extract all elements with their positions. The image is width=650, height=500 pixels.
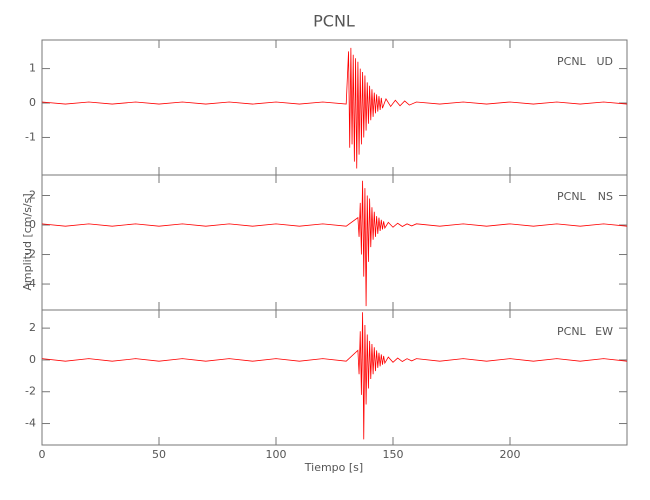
panel-frame [41, 39, 628, 176]
y-tick-label: 0 [29, 218, 36, 231]
panel-frame [41, 174, 628, 311]
trace [41, 312, 628, 440]
y-tick-label: -2 [25, 385, 36, 398]
trace [41, 47, 628, 169]
x-tick-label: 100 [266, 448, 287, 461]
y-tick-label: -4 [25, 277, 36, 290]
station-label: PCNL [557, 325, 587, 338]
y-tick-label: 0 [29, 96, 36, 109]
x-tick-label: 200 [500, 448, 521, 461]
y-tick-label: -1 [25, 130, 36, 143]
y-tick-label: 0 [29, 353, 36, 366]
component-label: NS [598, 190, 613, 203]
panel-frame [41, 309, 628, 446]
station-label: PCNL [557, 55, 587, 68]
y-tick-label: -2 [25, 248, 36, 261]
y-axis-label: Amplitud [cm/s/s] [21, 193, 34, 290]
component-label: EW [595, 325, 613, 338]
y-tick-label: 1 [29, 62, 36, 75]
component-label: UD [596, 55, 613, 68]
station-label: PCNL [557, 190, 587, 203]
x-tick-label: 0 [39, 448, 46, 461]
x-tick-label: 150 [383, 448, 404, 461]
y-tick-label: -4 [25, 417, 36, 430]
y-tick-label: 2 [29, 321, 36, 334]
y-tick-label: 2 [29, 189, 36, 202]
chart-title: PCNL [313, 12, 355, 31]
x-axis-label: Tiempo [s] [304, 461, 363, 474]
x-tick-label: 50 [152, 448, 166, 461]
trace [41, 180, 628, 307]
